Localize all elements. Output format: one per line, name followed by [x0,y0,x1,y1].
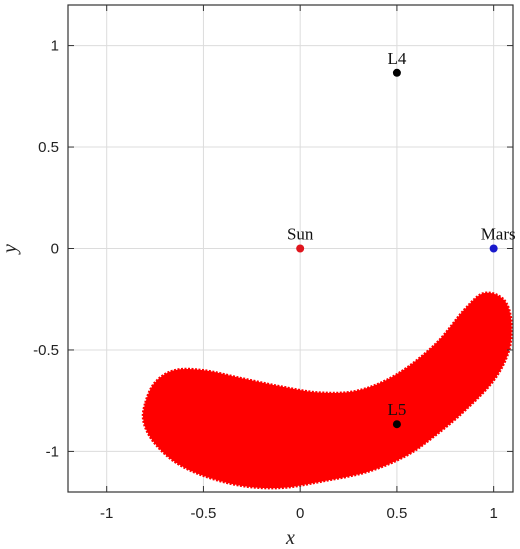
points: L4 Sun Mars L5 [287,49,516,429]
point-label-l5: L5 [387,400,406,419]
y-tick-label: 0.5 [38,139,59,156]
point-label-l4: L4 [387,49,406,68]
trojan-region [141,291,513,490]
x-tick-label: 0 [296,505,304,522]
y-tick-label: 0 [51,241,59,258]
point-label-sun: Sun [287,225,314,244]
tick-labels: -1 -0.5 0 0.5 1 1 0.5 0 -0.5 -1 [33,5,513,522]
x-tick-label: 1 [489,505,497,522]
y-axis-label: y [0,244,21,255]
y-tick-label: 1 [51,38,59,55]
region-area [141,291,513,490]
point-l4 [392,68,401,77]
point-mars [489,244,498,253]
y-tick-label: -1 [46,443,59,460]
x-tick-label: -1 [100,505,113,522]
point-sun [296,244,305,253]
x-tick-label: -0.5 [191,505,217,522]
point-label-mars: Mars [481,225,516,244]
point-l5 [392,420,401,429]
y-tick-label: -0.5 [33,342,59,359]
x-axis-label: x [285,527,295,549]
x-tick-label: 0.5 [386,505,407,522]
